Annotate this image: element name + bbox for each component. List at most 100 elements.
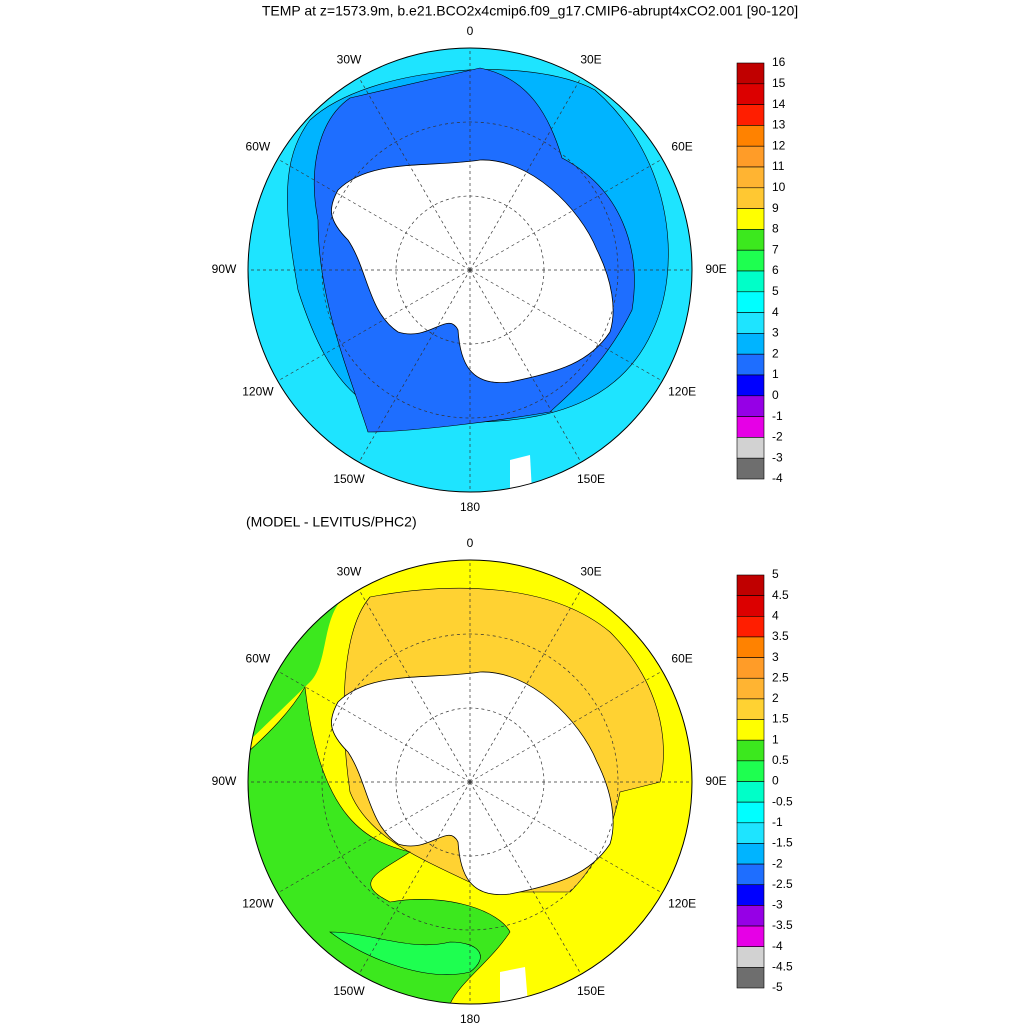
colorbar-label: 1 [772, 732, 779, 746]
colorbar-box [736, 925, 765, 947]
longitude-label: 30W [337, 565, 362, 579]
map-border [247, 559, 693, 1005]
colorbar-label: 0 [772, 388, 779, 402]
polar-map: 0 30E 60E 90E 120E 150E 180 150W 120W 90W 60W 30W [212, 24, 727, 514]
longitude-label: 150E [577, 472, 605, 486]
colorbar-label: 7 [772, 242, 779, 256]
colorbar-box [736, 636, 765, 658]
colorbar-label: 13 [772, 118, 786, 132]
colorbar-label: -4.5 [772, 960, 793, 974]
colorbar-box [736, 395, 765, 417]
longitude-label: 0 [467, 536, 474, 550]
polar-map: 0 30E 60E 90E 120E 150E 180 150W 120W 90W 60W 30W [212, 536, 727, 1026]
colorbar-box [736, 416, 765, 438]
longitude-label: 90W [212, 262, 237, 276]
colorbar-label: -2 [772, 430, 783, 444]
colorbar-label: 0.5 [772, 753, 789, 767]
longitude-label: 60W [246, 652, 271, 666]
longitude-label: 0 [467, 24, 474, 38]
colorbar-box [736, 187, 765, 209]
longitude-label: 180 [460, 500, 480, 514]
colorbar-box [736, 145, 765, 168]
colorbar-label: 2.5 [772, 670, 789, 684]
colorbar-label: 8 [772, 222, 779, 236]
longitude-label: 120E [668, 385, 696, 399]
colorbar-box [736, 739, 765, 762]
colorbar-label: 4.5 [772, 588, 789, 602]
colorbar-label: -5 [772, 980, 783, 994]
colorbar-box [736, 312, 765, 334]
colorbar-label: 1 [772, 367, 779, 381]
meridian [277, 781, 471, 894]
colorbar-label: 4 [772, 608, 779, 622]
colorbar-box [736, 760, 765, 782]
longitude-label: 120E [668, 897, 696, 911]
colorbar-box [736, 62, 765, 85]
colorbar-box [736, 574, 765, 596]
colorbar-box [736, 822, 765, 844]
colorbar-label: 2 [772, 691, 779, 705]
colorbar-label: 16 [772, 55, 786, 69]
colorbar-label: 10 [772, 180, 786, 194]
colorbar-box [736, 437, 765, 459]
colorbar-box [736, 457, 765, 480]
colorbar-label: 3.5 [772, 629, 789, 643]
colorbar-box [736, 125, 765, 147]
field-band [248, 592, 350, 742]
colorbar-label: 14 [772, 97, 786, 111]
colorbar: 5 4.5 4 3.5 3 2.5 2 1.5 1 0.5 0 -0.5 -1 -1.5 -2 -2.5 -3 -… [736, 567, 793, 994]
colorbar-label: 6 [772, 263, 779, 277]
longitude-label: 60W [246, 140, 271, 154]
meridian [469, 269, 582, 463]
colorbar-box [736, 270, 765, 293]
colorbar-box [736, 291, 765, 313]
longitude-label: 120W [242, 897, 274, 911]
colorbar-box [736, 657, 765, 679]
colorbar-label: 3 [772, 650, 779, 664]
colorbar-box [736, 801, 765, 824]
colorbar-box [736, 83, 765, 105]
colorbar-label: 12 [772, 138, 786, 152]
meridian [277, 670, 471, 783]
longitude-label: 150W [333, 984, 365, 998]
colorbar-box [736, 595, 765, 617]
colorbar-label: -2 [772, 856, 783, 870]
colorbar-label: -3 [772, 898, 783, 912]
colorbar-box [736, 208, 765, 230]
longitude-label: 30E [580, 53, 601, 67]
colorbar-label: -3.5 [772, 918, 793, 932]
colorbar-label: 9 [772, 201, 779, 215]
field-band [248, 686, 511, 1004]
colorbar-label: 4 [772, 305, 779, 319]
colorbar-box [736, 946, 765, 968]
longitude-label: 30E [580, 565, 601, 579]
missing-data [500, 967, 528, 1004]
colorbar-label: -4 [772, 471, 783, 485]
colorbar-label: -0.5 [772, 794, 793, 808]
colorbar-box [736, 166, 765, 189]
longitude-label: 90W [212, 774, 237, 788]
longitude-label: 90E [705, 262, 726, 276]
colorbar-box [736, 104, 765, 126]
longitude-label: 150E [577, 984, 605, 998]
longitude-label: 150W [333, 472, 365, 486]
colorbar-box [736, 781, 765, 803]
meridian [277, 269, 471, 382]
longitude-label: 180 [460, 1012, 480, 1024]
colorbar-box [736, 967, 765, 989]
colorbar-box [736, 677, 765, 700]
longitude-label: 60E [671, 140, 692, 154]
colorbar-label: 11 [772, 159, 785, 173]
meridian [469, 77, 582, 271]
figure-title: TEMP at z=1573.9m, b.e21.BCO2x4cmip6.f09… [262, 3, 798, 19]
longitude-label: 90E [705, 774, 726, 788]
latitude-circle [321, 121, 619, 419]
longitude-label: 30W [337, 53, 362, 67]
map-subtitle: (MODEL - LEVITUS/PHC2) [246, 514, 417, 530]
field-band [329, 931, 481, 975]
colorbar-label: 3 [772, 326, 779, 340]
colorbar-label: -1 [772, 409, 783, 423]
